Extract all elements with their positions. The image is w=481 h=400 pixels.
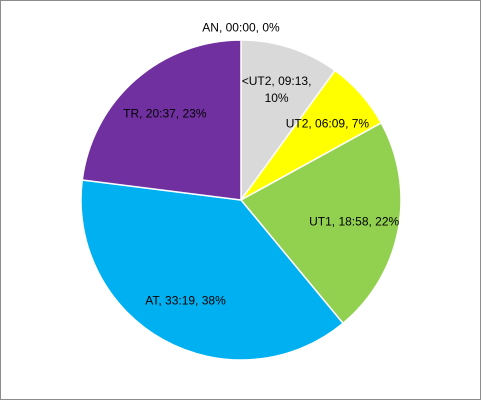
data-label: <UT2, 09:13, 10% — [241, 74, 312, 106]
data-label: UT2, 06:09, 7% — [285, 116, 370, 131]
data-label: AT, 33:19, 38% — [145, 293, 226, 308]
pie-slice — [240, 39, 337, 203]
data-label: TR, 20:37, 23% — [123, 106, 207, 121]
data-label: AN, 00:00, 0% — [202, 20, 280, 35]
pie-slice — [80, 179, 345, 361]
pie-slice — [81, 39, 242, 201]
pie-slice — [239, 121, 402, 325]
data-label: UT1, 18:58, 22% — [309, 214, 400, 229]
